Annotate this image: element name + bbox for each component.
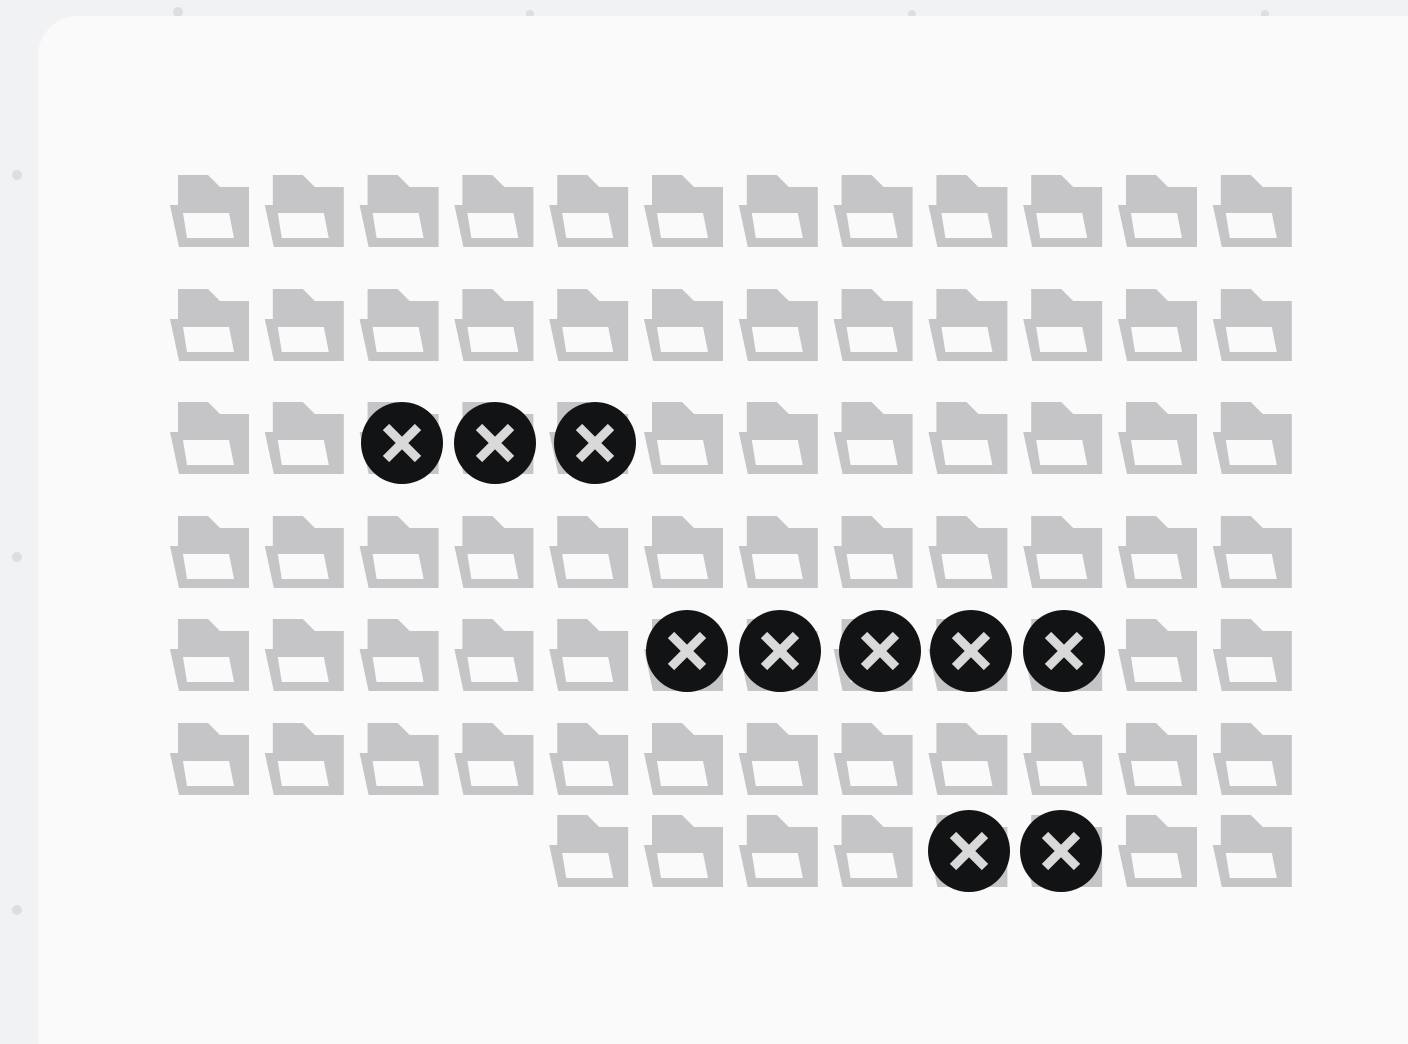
error-badge — [1020, 810, 1102, 892]
error-badge — [361, 402, 443, 484]
error-badge — [839, 610, 921, 692]
error-badge — [454, 402, 536, 484]
error-badge — [1023, 610, 1105, 692]
error-badge — [928, 810, 1010, 892]
error-badge — [646, 610, 728, 692]
error-badge — [739, 610, 821, 692]
error-badge — [930, 610, 1012, 692]
error-badge — [554, 402, 636, 484]
